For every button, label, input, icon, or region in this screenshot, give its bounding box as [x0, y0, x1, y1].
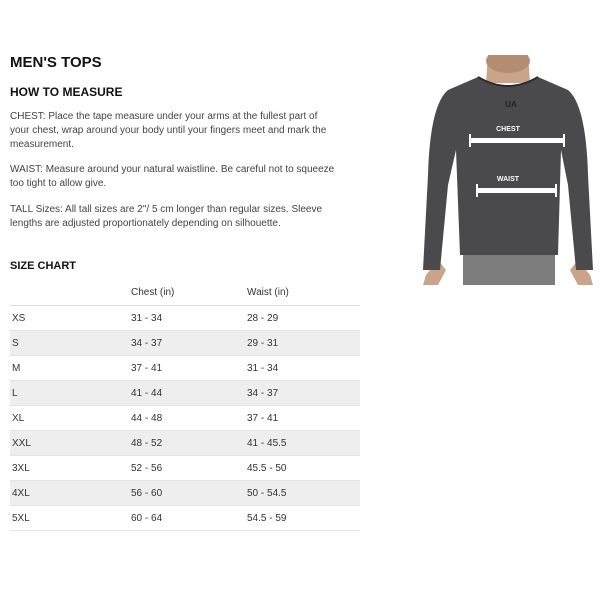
size-cell: XXL: [10, 430, 131, 456]
table-row: M 37 - 41 31 - 34: [10, 355, 360, 381]
size-cell: 3XL: [10, 455, 131, 481]
chest-cell: 48 - 52: [131, 430, 247, 456]
header-waist: Waist (in): [247, 280, 360, 306]
table-header: Chest (in) Waist (in): [10, 280, 360, 306]
waist-cell: 31 - 34: [247, 355, 360, 381]
table-row: 5XL 60 - 64 54.5 - 59: [10, 505, 360, 531]
waist-cell: 45.5 - 50: [247, 455, 360, 481]
table-row: XL 44 - 48 37 - 41: [10, 405, 360, 431]
chest-cell: 34 - 37: [131, 330, 247, 356]
size-cell: XL: [10, 405, 131, 431]
table-row: S 34 - 37 29 - 31: [10, 330, 360, 356]
table-row: XXL 48 - 52 41 - 45.5: [10, 430, 360, 456]
chest-cell: 31 - 34: [131, 305, 247, 331]
size-cell: 5XL: [10, 505, 131, 531]
chest-cell: 56 - 60: [131, 480, 247, 506]
waist-cell: 37 - 41: [247, 405, 360, 431]
table-row: L 41 - 44 34 - 37: [10, 380, 360, 406]
chest-cell: 44 - 48: [131, 405, 247, 431]
waist-cell: 54.5 - 59: [247, 505, 360, 531]
size-chart-table: Chest (in) Waist (in) XS 31 - 34 28 - 29 S 3…: [10, 280, 360, 531]
how-to-measure-heading: HOW TO MEASURE: [10, 85, 123, 99]
size-cell: L: [10, 380, 131, 406]
size-cell: XS: [10, 305, 131, 331]
size-chart-heading: SIZE CHART: [10, 260, 76, 272]
waist-cell: 50 - 54.5: [247, 480, 360, 506]
chest-cell: 52 - 56: [131, 455, 247, 481]
measurement-figure-image: UA CHEST WAIST: [418, 55, 598, 285]
header-chest: Chest (in): [131, 280, 247, 306]
size-cell: M: [10, 355, 131, 381]
tall-instructions: TALL Sizes: All tall sizes are 2"/ 5 cm …: [10, 204, 323, 229]
waist-label: WAIST: [497, 176, 520, 183]
waist-cell: 41 - 45.5: [247, 430, 360, 456]
waist-cell: 34 - 37: [247, 380, 360, 406]
chest-instructions: CHEST: Place the tape measure under your…: [10, 111, 327, 150]
waist-measure-bar: [477, 188, 557, 193]
chest-cell: 60 - 64: [131, 505, 247, 531]
chest-cell: 41 - 44: [131, 380, 247, 406]
shirt: [423, 77, 593, 270]
table-row: XS 31 - 34 28 - 29: [10, 305, 360, 331]
header-size: [10, 280, 131, 306]
size-cell: 4XL: [10, 480, 131, 506]
logo-icon: UA: [505, 100, 517, 109]
waist-cell: 28 - 29: [247, 305, 360, 331]
chest-measure-bar: [470, 138, 564, 143]
table-row: 3XL 52 - 56 45.5 - 50: [10, 455, 360, 481]
pants: [463, 250, 555, 285]
waist-instructions: WAIST: Measure around your natural waist…: [10, 164, 335, 189]
chest-cell: 37 - 41: [131, 355, 247, 381]
waist-cell: 29 - 31: [247, 330, 360, 356]
size-cell: S: [10, 330, 131, 356]
chest-label: CHEST: [496, 126, 520, 133]
table-row: 4XL 56 - 60 50 - 54.5: [10, 480, 360, 506]
page-title: MEN'S TOPS: [10, 54, 102, 71]
